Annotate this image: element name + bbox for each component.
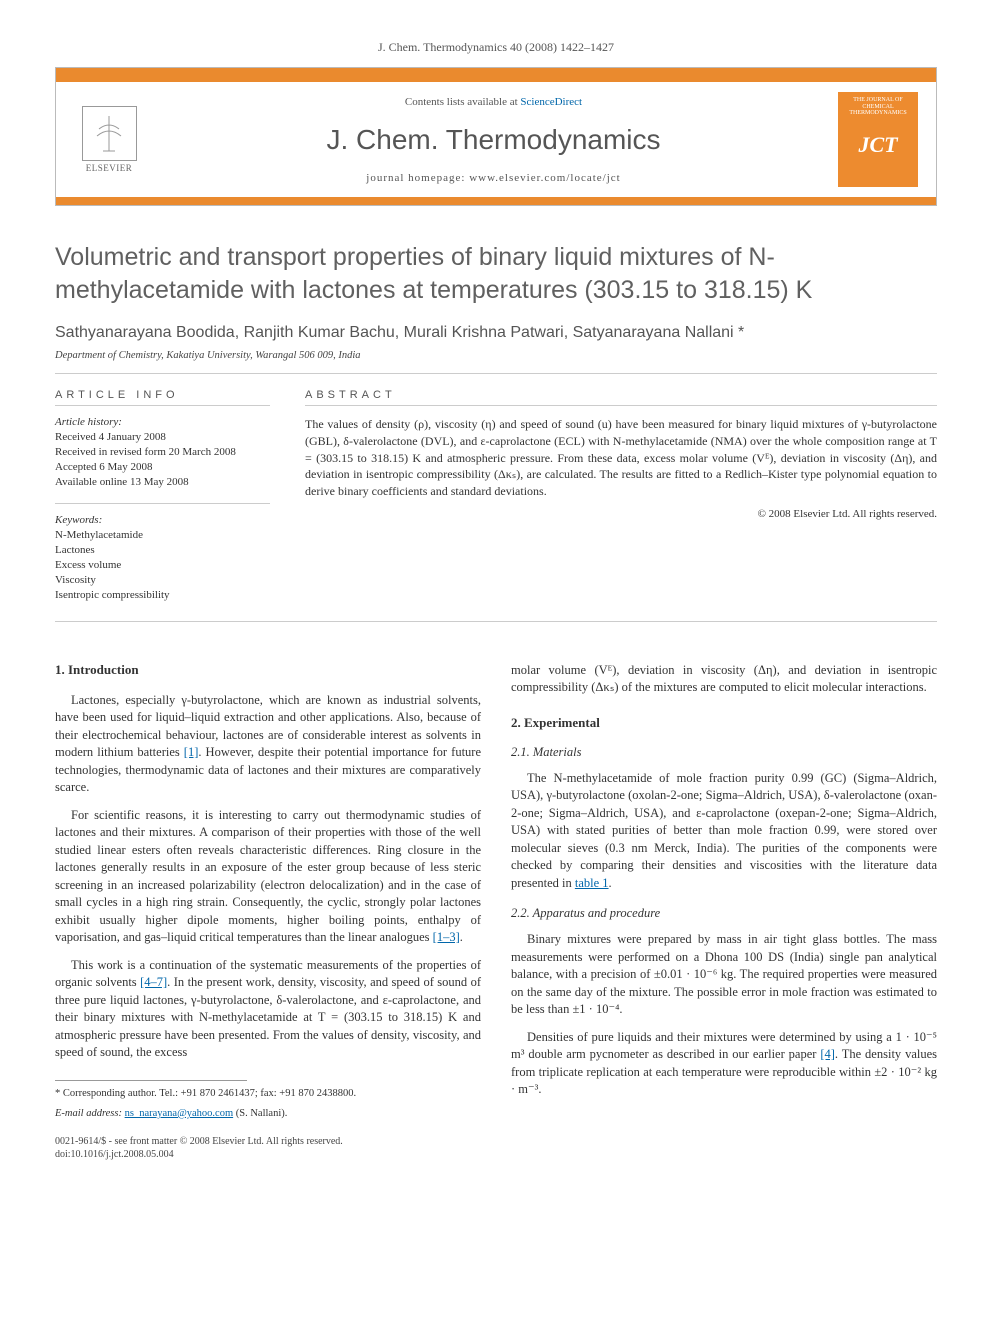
ref-4-7-link[interactable]: [4–7] bbox=[140, 975, 167, 989]
elsevier-logo: ELSEVIER bbox=[74, 102, 144, 177]
left-column: 1. Introduction Lactones, especially γ-b… bbox=[55, 662, 481, 1161]
keyword-item: Isentropic compressibility bbox=[55, 588, 270, 603]
jct-cover-icon: THE JOURNAL OF CHEMICAL THERMODYNAMICS J… bbox=[838, 92, 918, 187]
front-matter-line: 0021-9614/$ - see front matter © 2008 El… bbox=[55, 1135, 481, 1148]
masthead-main: ELSEVIER Contents lists available at Sci… bbox=[56, 82, 936, 197]
ref-1-3-link[interactable]: [1–3] bbox=[433, 930, 460, 944]
bottom-orange-bar bbox=[56, 197, 936, 205]
history-head: Article history: bbox=[55, 416, 270, 428]
section-2-2-heading: 2.2. Apparatus and procedure bbox=[511, 906, 937, 921]
intro-para-2: For scientific reasons, it is interestin… bbox=[55, 807, 481, 947]
abstract-column: ABSTRACT The values of density (ρ), visc… bbox=[305, 389, 937, 603]
email-label: E-mail address: bbox=[55, 1108, 125, 1119]
keyword-item: Viscosity bbox=[55, 573, 270, 588]
journal-name: J. Chem. Thermodynamics bbox=[164, 124, 823, 156]
homepage-prefix: journal homepage: bbox=[366, 172, 469, 184]
section-1-heading: 1. Introduction bbox=[55, 662, 481, 678]
intro-para-3: This work is a continuation of the syste… bbox=[55, 957, 481, 1062]
section-2-heading: 2. Experimental bbox=[511, 715, 937, 731]
ref-1-link[interactable]: [1] bbox=[184, 745, 199, 759]
info-abstract-row: ARTICLE INFO Article history: Received 4… bbox=[55, 389, 937, 622]
elsevier-text: ELSEVIER bbox=[86, 163, 133, 173]
jct-cover-top: THE JOURNAL OF CHEMICAL THERMODYNAMICS bbox=[843, 97, 913, 117]
corresponding-author-note: * Corresponding author. Tel.: +91 870 24… bbox=[55, 1087, 481, 1101]
contents-available: Contents lists available at ScienceDirec… bbox=[164, 96, 823, 108]
article-title: Volumetric and transport properties of b… bbox=[55, 241, 937, 306]
email-note: E-mail address: ns_narayana@yahoo.com (S… bbox=[55, 1107, 481, 1121]
article-info-label: ARTICLE INFO bbox=[55, 389, 270, 406]
materials-para-1: The N-methylacetamide of mole fraction p… bbox=[511, 770, 937, 893]
history-received: Received 4 January 2008 bbox=[55, 430, 270, 445]
keyword-item: Lactones bbox=[55, 543, 270, 558]
keyword-item: Excess volume bbox=[55, 558, 270, 573]
ref-4-link[interactable]: [4] bbox=[820, 1047, 835, 1061]
elsevier-tree-icon bbox=[82, 106, 137, 161]
keyword-item: N-Methylacetamide bbox=[55, 528, 270, 543]
homepage-url: www.elsevier.com/locate/jct bbox=[469, 172, 621, 184]
apparatus-para-1: Binary mixtures were prepared by mass in… bbox=[511, 931, 937, 1019]
article-info-column: ARTICLE INFO Article history: Received 4… bbox=[55, 389, 270, 603]
abstract-text: The values of density (ρ), viscosity (η)… bbox=[305, 416, 937, 500]
history-online: Available online 13 May 2008 bbox=[55, 475, 270, 490]
intro-para-1: Lactones, especially γ-butyrolactone, wh… bbox=[55, 692, 481, 797]
doi-line: doi:10.1016/j.jct.2008.05.004 bbox=[55, 1148, 481, 1161]
authors-line: Sathyanarayana Boodida, Ranjith Kumar Ba… bbox=[55, 324, 937, 342]
intro-p2-b: . bbox=[460, 930, 463, 944]
body-columns: 1. Introduction Lactones, especially γ-b… bbox=[55, 662, 937, 1161]
abstract-label: ABSTRACT bbox=[305, 389, 937, 406]
copyright-line: © 2008 Elsevier Ltd. All rights reserved… bbox=[305, 508, 937, 520]
intro-para-3-cont: molar volume (Vᴱ), deviation in viscosit… bbox=[511, 662, 937, 697]
email-link[interactable]: ns_narayana@yahoo.com bbox=[125, 1108, 234, 1119]
history-revised: Received in revised form 20 March 2008 bbox=[55, 445, 270, 460]
section-2-1-heading: 2.1. Materials bbox=[511, 745, 937, 760]
table-1-link[interactable]: table 1 bbox=[575, 876, 609, 890]
contents-prefix: Contents lists available at bbox=[405, 96, 520, 108]
apparatus-para-2: Densities of pure liquids and their mixt… bbox=[511, 1029, 937, 1099]
masthead-center: Contents lists available at ScienceDirec… bbox=[164, 96, 823, 184]
mat-p1-b: . bbox=[609, 876, 612, 890]
mat-p1-a: The N-methylacetamide of mole fraction p… bbox=[511, 771, 937, 890]
page-container: J. Chem. Thermodynamics 40 (2008) 1422–1… bbox=[0, 0, 992, 1201]
sciencedirect-link[interactable]: ScienceDirect bbox=[520, 96, 582, 108]
top-orange-bar bbox=[56, 68, 936, 82]
intro-p2-a: For scientific reasons, it is interestin… bbox=[55, 808, 481, 945]
affiliation-line: Department of Chemistry, Kakatiya Univer… bbox=[55, 350, 937, 374]
citation-line: J. Chem. Thermodynamics 40 (2008) 1422–1… bbox=[55, 40, 937, 55]
keywords-head: Keywords: bbox=[55, 503, 270, 526]
right-column: molar volume (Vᴱ), deviation in viscosit… bbox=[511, 662, 937, 1161]
history-accepted: Accepted 6 May 2008 bbox=[55, 460, 270, 475]
jct-cover-main: JCT bbox=[858, 132, 897, 158]
email-suffix: (S. Nallani). bbox=[233, 1108, 287, 1119]
masthead-block: ELSEVIER Contents lists available at Sci… bbox=[55, 67, 937, 206]
homepage-line: journal homepage: www.elsevier.com/locat… bbox=[164, 172, 823, 184]
footnote-divider bbox=[55, 1080, 247, 1081]
